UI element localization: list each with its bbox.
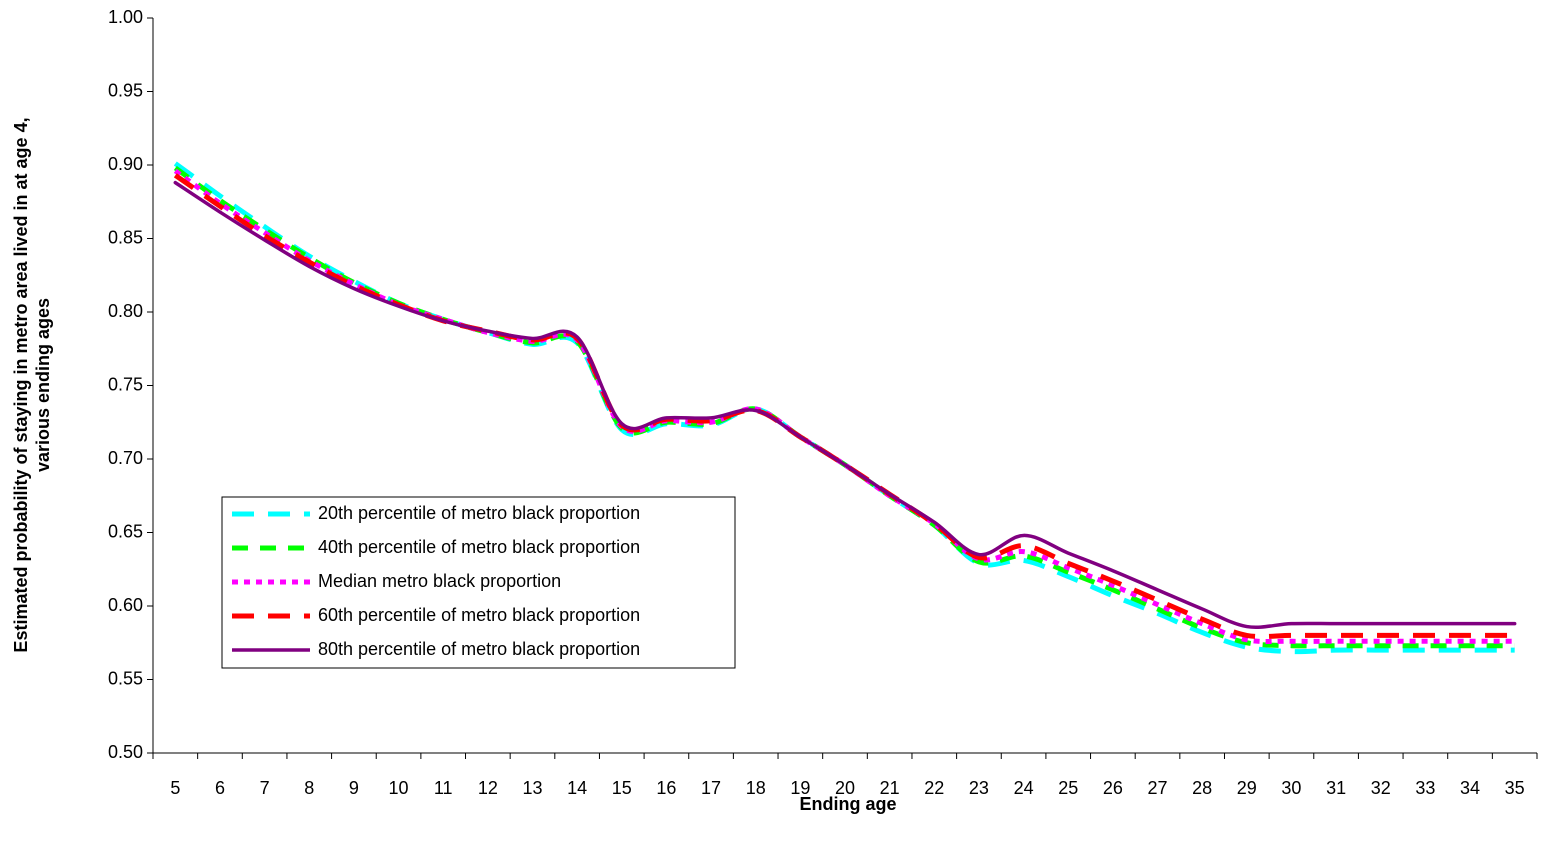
x-tick-label: 22 — [924, 778, 944, 798]
x-tick-label: 16 — [656, 778, 676, 798]
x-tick-label: 33 — [1415, 778, 1435, 798]
x-tick-label: 21 — [880, 778, 900, 798]
y-tick-label: 0.95 — [108, 80, 143, 100]
y-tick-label: 0.80 — [108, 301, 143, 321]
x-tick-label: 12 — [478, 778, 498, 798]
x-tick-label: 7 — [260, 778, 270, 798]
y-tick-label: 0.75 — [108, 374, 143, 394]
x-tick-label: 5 — [170, 778, 180, 798]
x-tick-label: 24 — [1014, 778, 1034, 798]
legend-label: 80th percentile of metro black proportio… — [318, 639, 640, 659]
y-tick-label: 1.00 — [108, 7, 143, 27]
y-tick-label: 0.90 — [108, 154, 143, 174]
x-tick-label: 29 — [1237, 778, 1257, 798]
x-tick-label: 18 — [746, 778, 766, 798]
legend-label: 40th percentile of metro black proportio… — [318, 537, 640, 557]
x-tick-label: 20 — [835, 778, 855, 798]
x-tick-label: 10 — [389, 778, 409, 798]
x-tick-label: 30 — [1281, 778, 1301, 798]
legend-label: 60th percentile of metro black proportio… — [318, 605, 640, 625]
legend-label: 20th percentile of metro black proportio… — [318, 503, 640, 523]
x-tick-label: 9 — [349, 778, 359, 798]
x-tick-label: 26 — [1103, 778, 1123, 798]
x-axis-title: Ending age — [799, 794, 896, 814]
y-tick-label: 0.70 — [108, 448, 143, 468]
legend-label: Median metro black proportion — [318, 571, 561, 591]
x-tick-label: 28 — [1192, 778, 1212, 798]
y-axis-title: Estimated probability of staying in metr… — [11, 117, 53, 652]
y-axis-title-line: various ending ages — [33, 298, 53, 472]
series-line — [173, 168, 1515, 645]
x-tick-label: 11 — [434, 778, 453, 798]
x-tick-label: 14 — [567, 778, 587, 798]
legend: 20th percentile of metro black proportio… — [221, 496, 736, 669]
x-tick-label: 34 — [1460, 778, 1480, 798]
x-tick-label: 23 — [969, 778, 989, 798]
x-tick-label: 8 — [304, 778, 314, 798]
y-tick-label: 0.60 — [108, 595, 143, 615]
y-tick-label: 0.55 — [108, 668, 143, 688]
y-axis-title-line: Estimated probability of staying in metr… — [11, 117, 31, 652]
x-tick-label: 31 — [1326, 778, 1346, 798]
x-tick-label: 17 — [701, 778, 721, 798]
x-tick-label: 27 — [1148, 778, 1168, 798]
x-tick-label: 19 — [790, 778, 810, 798]
x-tick-label: 35 — [1505, 778, 1525, 798]
y-tick-label: 0.65 — [108, 521, 143, 541]
x-tick-label: 6 — [215, 778, 225, 798]
x-tick-label: 32 — [1371, 778, 1391, 798]
y-tick-label: 0.85 — [108, 227, 143, 247]
x-tick-label: 13 — [522, 778, 542, 798]
series-line — [173, 180, 1517, 629]
x-tick-label: 15 — [612, 778, 632, 798]
x-tick-label: 25 — [1058, 778, 1078, 798]
y-tick-label: 0.50 — [108, 742, 143, 762]
